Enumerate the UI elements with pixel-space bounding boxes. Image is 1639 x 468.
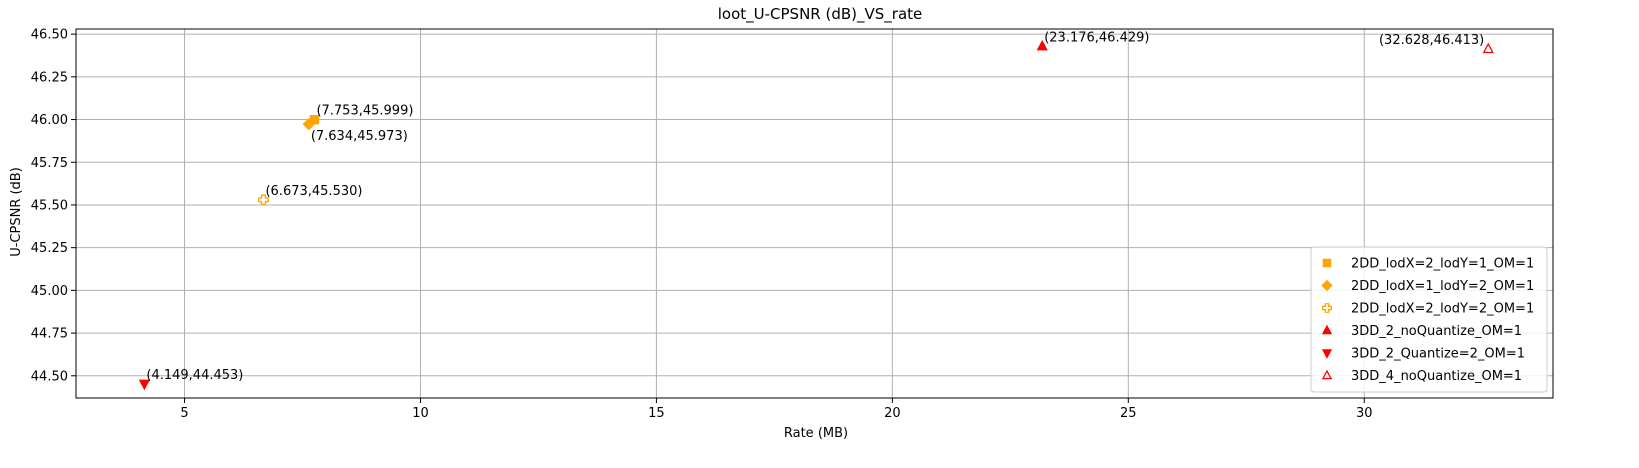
legend-entry: 3DD_2_Quantize=2_OM=1 <box>1351 347 1525 362</box>
x-tick-label: 25 <box>1120 406 1137 421</box>
legend-marker <box>1322 303 1332 313</box>
legend: 2DD_lodX=2_lodY=1_OM=1 2DD_lodX=1_lodY=2_… <box>1310 246 1548 393</box>
legend-entry: 2DD_lodX=2_lodY=1_OM=1 <box>1351 257 1534 272</box>
y-tick-label: 46.00 <box>31 113 68 128</box>
labels-layer: (7.753,45.999) (7.634,45.973) (6.673,45.53… <box>146 30 1484 383</box>
data-label: (6.673,45.530) <box>265 184 362 199</box>
data-point <box>258 194 269 206</box>
legend-entry: 2DD_lodX=1_lodY=2_OM=1 <box>1351 279 1534 294</box>
data-label: (23.176,46.429) <box>1044 30 1149 45</box>
legend-marker <box>1321 369 1333 380</box>
x-tick-label: 15 <box>648 406 665 421</box>
x-tick-label: 20 <box>884 406 901 421</box>
data-label: (7.753,45.999) <box>316 104 413 119</box>
y-tick-label: 45.25 <box>31 241 68 256</box>
y-tick-label: 46.50 <box>31 28 68 43</box>
grid-layer <box>76 29 1553 398</box>
y-tick-label: 45.75 <box>31 156 68 171</box>
y-axis-label: U-CPSNR (dB) <box>9 167 24 257</box>
data-point <box>138 379 150 391</box>
legend-marker <box>1321 324 1333 335</box>
points-layer <box>138 39 1494 391</box>
data-point <box>1482 42 1494 54</box>
legend-marker <box>1322 258 1332 268</box>
y-tick-label: 45.50 <box>31 198 68 213</box>
legend-marker <box>1321 349 1333 359</box>
y-tick-label: 45.00 <box>31 284 68 299</box>
chart-title: loot_U-CPSNR (dB)_VS_rate <box>718 5 923 24</box>
legend-entry: 2DD_lodX=2_lodY=2_OM=1 <box>1351 302 1534 317</box>
data-label: (4.149,44.453) <box>146 368 243 383</box>
x-axis-label: Rate (MB) <box>784 426 848 441</box>
y-tick-label: 44.50 <box>31 369 68 384</box>
y-tick-label: 46.25 <box>31 70 68 85</box>
plot-frame <box>75 28 1554 399</box>
legend-marker <box>1321 279 1333 292</box>
data-point <box>302 117 315 131</box>
data-label: (32.628,46.413) <box>1379 33 1484 48</box>
data-label: (7.634,45.973) <box>311 129 408 144</box>
legend-entry: 3DD_2_noQuantize_OM=1 <box>1351 324 1522 339</box>
legend-entry: 3DD_4_noQuantize_OM=1 <box>1351 369 1522 384</box>
y-tick-label: 44.75 <box>31 327 68 342</box>
legend-box <box>1310 246 1548 393</box>
x-tick-label: 30 <box>1356 406 1373 421</box>
x-tick-label: 10 <box>412 406 429 421</box>
x-tick-label: 5 <box>180 406 188 421</box>
data-point <box>1036 39 1048 51</box>
axes-layer: 5 10 15 20 25 30 44.50 44.75 45.00 45.25 45.50 45.7… <box>31 28 1554 421</box>
